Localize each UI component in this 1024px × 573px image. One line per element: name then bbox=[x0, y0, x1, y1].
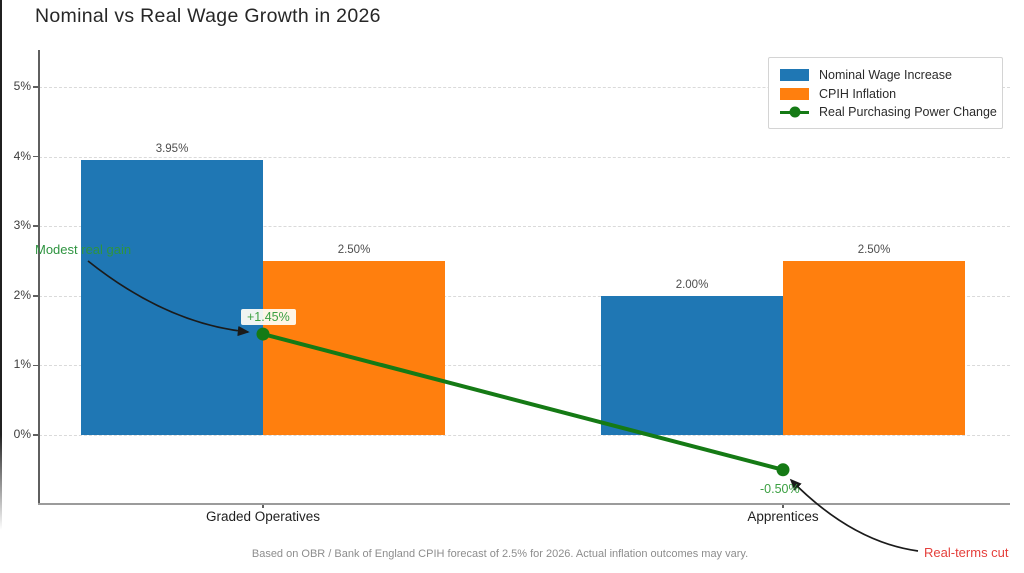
chart-legend: Nominal Wage Increase CPIH Inflation Rea… bbox=[768, 57, 1003, 129]
positive-point-label: +1.45% bbox=[241, 309, 296, 326]
gridline bbox=[39, 156, 1010, 158]
real-power-line bbox=[262, 332, 784, 472]
gridline bbox=[39, 226, 1010, 228]
legend-label: Real Purchasing Power Change bbox=[819, 105, 997, 120]
bar-value-label: 2.50% bbox=[337, 244, 371, 256]
bar-value-label: 2.50% bbox=[857, 244, 891, 256]
negative-point-label: -0.50% bbox=[760, 481, 800, 496]
data-point-marker bbox=[776, 463, 790, 477]
chart-title: Nominal vs Real Wage Growth in 2026 bbox=[35, 5, 381, 27]
real-terms-cut-annotation: Real-terms cut bbox=[924, 545, 1009, 560]
legend-item-nominal: Nominal Wage Increase bbox=[780, 66, 1002, 85]
inflation-bar bbox=[783, 261, 965, 435]
nominal-swatch-icon bbox=[780, 69, 809, 82]
y-tick-label: 3% bbox=[13, 218, 31, 233]
y-tick-label: 5% bbox=[13, 79, 31, 93]
gridline bbox=[39, 435, 1010, 436]
y-tick-label: 4% bbox=[13, 148, 31, 163]
source-caption: Based on OBR / Bank of England CPIH fore… bbox=[251, 548, 749, 560]
screen-edge-artifact bbox=[0, 0, 2, 530]
inflation-bar bbox=[263, 261, 445, 435]
gridline bbox=[39, 295, 1010, 297]
legend-item-inflation: CPIH Inflation bbox=[780, 85, 1002, 104]
gain-annotation-arrow bbox=[87, 260, 250, 337]
x-axis-line bbox=[38, 503, 1010, 505]
inflation-swatch-icon bbox=[780, 87, 809, 100]
y-tick-label: 2% bbox=[13, 287, 31, 302]
legend-label: CPIH Inflation bbox=[819, 86, 897, 101]
modest-gain-annotation: Modest real gain bbox=[35, 242, 132, 257]
legend-label: Nominal Wage Increase bbox=[819, 68, 952, 83]
y-tick-label: 0% bbox=[13, 427, 31, 441]
cut-annotation-arrow bbox=[789, 478, 919, 552]
nominal-bar bbox=[601, 295, 783, 435]
line-marker-icon bbox=[780, 106, 809, 118]
bar-value-label: 3.95% bbox=[155, 143, 189, 156]
gridline bbox=[39, 365, 1010, 367]
y-tick-label: 1% bbox=[13, 357, 31, 372]
legend-item-real-power: Real Purchasing Power Change bbox=[780, 103, 1002, 122]
nominal-bar bbox=[81, 160, 263, 435]
x-category-label: Graded Operatives bbox=[205, 509, 321, 524]
y-axis-spine bbox=[38, 50, 40, 503]
data-point-marker bbox=[256, 327, 270, 341]
bar-value-label: 2.00% bbox=[675, 278, 709, 291]
x-category-label: Apprentices bbox=[747, 509, 819, 524]
